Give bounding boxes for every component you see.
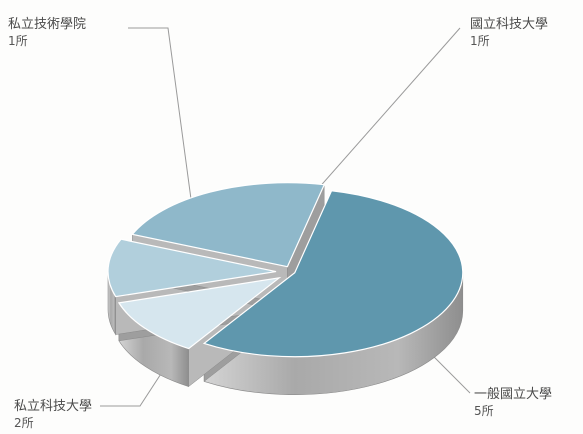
slice-label-private-tech-university: 私立科技大學 2所: [14, 398, 92, 432]
slice-count-private-tech-university: 2所: [14, 416, 34, 430]
pie-slices: [107, 182, 464, 358]
slice-count-national-tech-university: 1所: [470, 34, 490, 48]
slice-name-private-tech-college: 私立技術學院: [8, 17, 87, 32]
slice-private-tech-college: [107, 238, 277, 298]
slice-count-private-tech-college: 1所: [8, 34, 28, 48]
slice-national-tech-university: [117, 276, 282, 350]
slice-label-private-tech-college: 私立技術學院 1所: [8, 16, 86, 50]
slice-name-private-tech-university: 私立科技大學: [14, 399, 93, 414]
slice-name-general-national-university: 一般國立大學: [474, 387, 553, 402]
slice-private-tech-university: [131, 182, 326, 268]
slice-label-national-tech-university: 國立科技大學 1所: [470, 16, 548, 50]
leader-private-tech-college: [128, 27, 201, 270]
slice-label-general-national-university: 一般國立大學 5所: [474, 386, 552, 420]
slice-name-national-tech-university: 國立科技大學: [470, 17, 549, 32]
slice-count-general-national-university: 5所: [474, 404, 494, 418]
slice-general-national-university: [202, 190, 464, 358]
